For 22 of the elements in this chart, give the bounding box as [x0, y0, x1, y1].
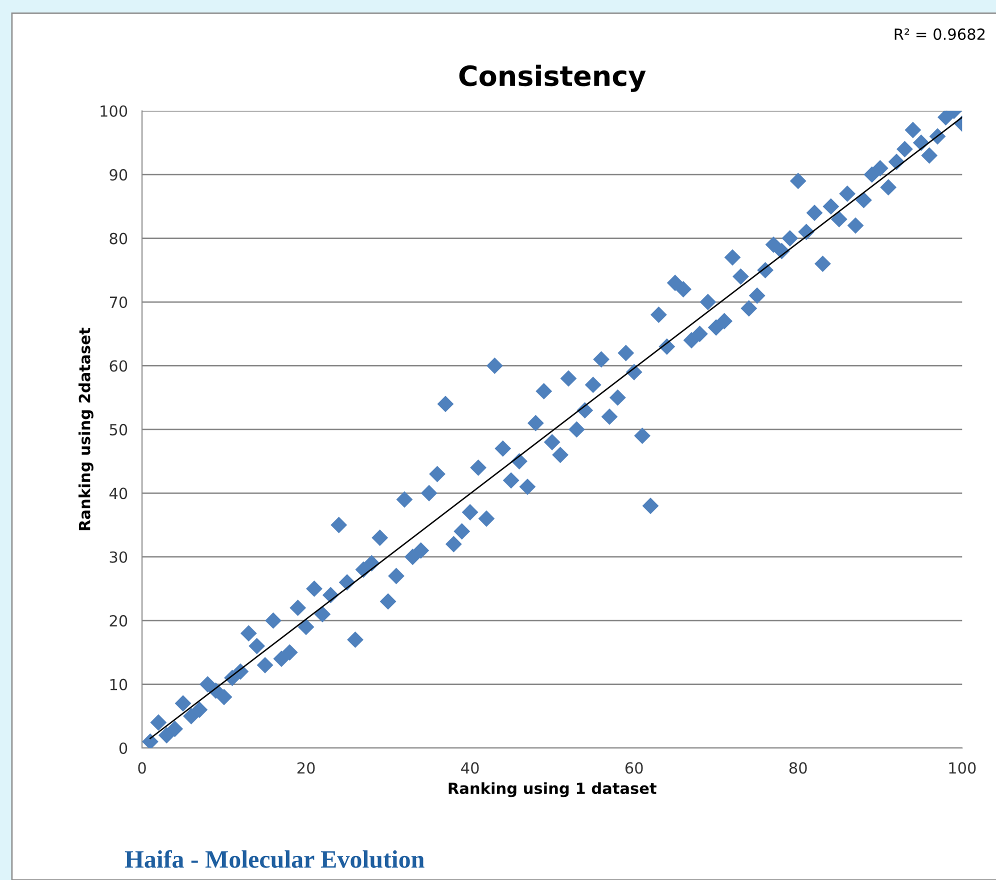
chart-title: Consistency [459, 64, 646, 92]
x-tick-label: 0 [138, 762, 146, 774]
x-axis-title: Ranking using 1 dataset [448, 782, 656, 798]
y-tick-label: 30 [110, 551, 128, 563]
y-axis-title: Ranking using 2dataset [78, 328, 94, 530]
y-tick-label: 10 [110, 678, 128, 690]
text: Haifa - Molecular Evolution [124, 850, 424, 868]
y-tick-label: 70 [110, 296, 128, 308]
x-tick-label: 80 [789, 762, 807, 774]
text: R² = 0.9682 [894, 28, 985, 40]
x-tick-label: 100 [949, 762, 976, 774]
x-tick-label: 60 [625, 762, 643, 774]
y-tick-label: 80 [110, 232, 128, 244]
y-tick-label: 0 [119, 742, 128, 754]
y-tick-label: 20 [110, 615, 128, 627]
x-tick-label: 20 [297, 762, 315, 774]
y-tick-label: 100 [100, 105, 128, 117]
y-tick-label: 50 [110, 424, 128, 436]
y-tick-label: 90 [110, 169, 128, 181]
x-tick-label: 40 [461, 762, 479, 774]
y-tick-label: 40 [109, 488, 128, 500]
y-tick-label: 60 [110, 360, 128, 372]
